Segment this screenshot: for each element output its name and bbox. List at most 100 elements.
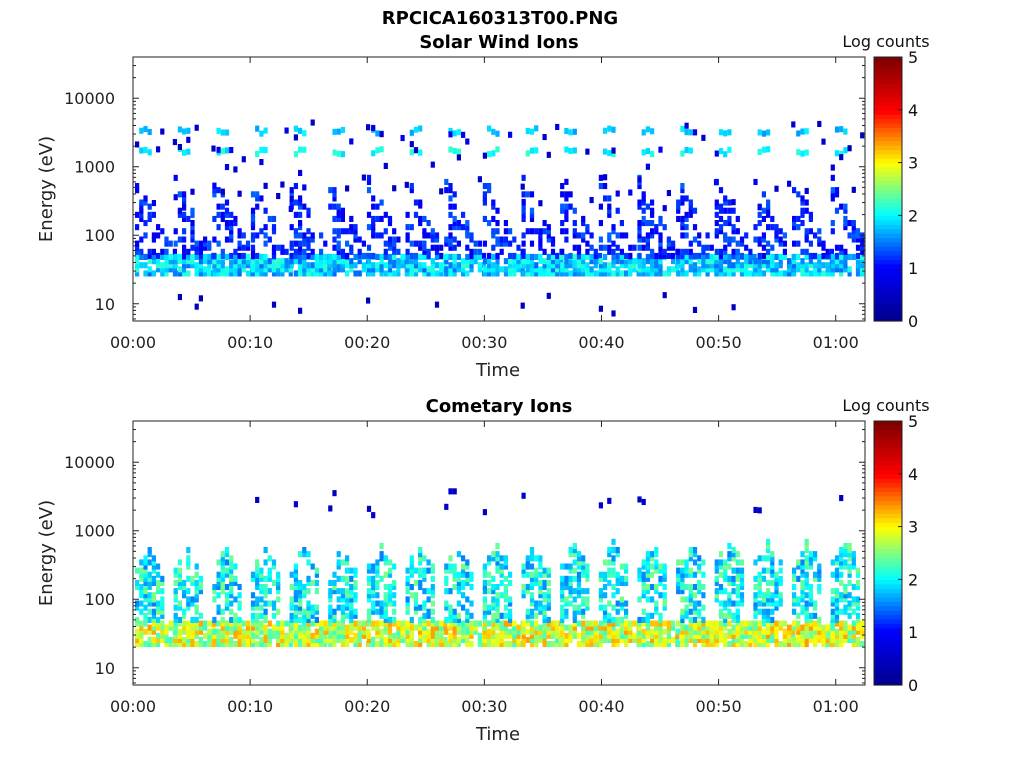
heatmap-cell — [409, 636, 414, 643]
heatmap-cell — [194, 608, 199, 615]
heatmap-cell — [229, 579, 234, 586]
heatmap-cell — [529, 547, 535, 554]
heatmap-cell — [263, 547, 268, 554]
heatmap-cell — [607, 632, 612, 639]
heatmap-cell — [250, 620, 256, 627]
heatmap-cell — [550, 628, 556, 635]
colorbar-step — [874, 149, 902, 155]
heatmap-cell — [387, 215, 393, 222]
heatmap-cell — [855, 596, 861, 603]
heatmap-cell — [302, 236, 307, 243]
heatmap-cell — [371, 270, 376, 277]
heatmap-cell — [306, 588, 311, 595]
heatmap-cell — [727, 262, 732, 269]
heatmap-cell — [843, 547, 848, 554]
heatmap-cell — [817, 567, 822, 574]
heatmap-cell — [245, 244, 251, 251]
heatmap-cell — [735, 551, 740, 558]
heatmap-cell — [624, 567, 629, 574]
heatmap-cell — [757, 211, 762, 218]
heatmap-cell — [800, 636, 805, 643]
heatmap-cell — [847, 555, 852, 562]
heatmap-cell — [766, 608, 771, 615]
heatmap-cell — [245, 636, 251, 643]
heatmap-cell — [349, 620, 354, 627]
heatmap-cell — [676, 641, 681, 648]
heatmap-cell — [650, 584, 655, 591]
heatmap-cell — [503, 620, 508, 627]
colorbar-step — [874, 451, 902, 457]
heatmap-cell — [177, 294, 182, 301]
heatmap-cell — [482, 191, 487, 198]
heatmap-cell — [413, 252, 419, 259]
heatmap-cell — [834, 604, 840, 611]
heatmap-cell — [718, 620, 724, 627]
heatmap-cell — [387, 624, 393, 631]
heatmap-cell — [224, 547, 230, 554]
heatmap-cell — [220, 266, 225, 273]
heatmap-cell — [250, 258, 256, 265]
heatmap-cell — [465, 616, 470, 623]
heatmap-cell — [727, 641, 732, 648]
heatmap-cell — [666, 252, 671, 259]
heatmap-cell — [817, 253, 822, 260]
heatmap-cell — [271, 632, 277, 639]
heatmap-cell — [748, 258, 753, 265]
heatmap-cell — [723, 620, 728, 627]
heatmap-cell — [688, 203, 693, 210]
heatmap-cell — [753, 575, 758, 582]
heatmap-cell — [650, 207, 655, 214]
heatmap-cell — [529, 592, 535, 599]
heatmap-cell — [603, 575, 608, 582]
heatmap-cell — [409, 567, 414, 574]
heatmap-cell — [778, 240, 783, 247]
heatmap-cell — [396, 632, 401, 639]
panel-title: Cometary Ions — [426, 396, 573, 417]
colorbar-step — [874, 434, 902, 440]
heatmap-cell — [229, 555, 234, 562]
heatmap-cell — [357, 248, 362, 255]
heatmap-cell — [224, 236, 230, 243]
heatmap-cell — [598, 270, 603, 277]
heatmap-cell — [680, 575, 685, 582]
heatmap-cell — [654, 266, 659, 273]
heatmap-cell — [345, 592, 350, 599]
heatmap-cell — [426, 220, 431, 227]
heatmap-cell — [418, 555, 423, 562]
heatmap-cell — [718, 624, 724, 631]
heatmap-cell — [735, 240, 740, 247]
heatmap-cell — [701, 584, 706, 591]
heatmap-cell — [151, 592, 156, 599]
heatmap-cell — [400, 135, 405, 142]
heatmap-cell — [628, 266, 633, 273]
colorbar-step — [874, 83, 902, 89]
heatmap-cell — [603, 195, 608, 202]
heatmap-cell — [847, 604, 852, 611]
heatmap-cell — [250, 191, 256, 198]
heatmap-cell — [212, 616, 217, 623]
heatmap-cell — [190, 258, 195, 265]
heatmap-cell — [847, 612, 852, 619]
heatmap-cell — [611, 584, 616, 591]
heatmap-cell — [851, 232, 856, 239]
heatmap-cell — [207, 240, 212, 247]
heatmap-cell — [405, 632, 410, 639]
heatmap-cell — [147, 628, 152, 635]
heatmap-cell — [576, 592, 582, 599]
heatmap-cell — [804, 270, 809, 277]
heatmap-cell — [753, 262, 758, 269]
heatmap-cell — [220, 584, 225, 591]
heatmap-cell — [761, 555, 766, 562]
heatmap-cell — [135, 258, 140, 265]
heatmap-cell — [314, 262, 319, 269]
heatmap-cell — [735, 628, 740, 635]
heatmap-cell — [203, 240, 208, 247]
heatmap-cell — [469, 624, 474, 631]
heatmap-cell — [255, 258, 260, 265]
heatmap-cell — [319, 266, 324, 273]
heatmap-cell — [349, 636, 354, 643]
heatmap-cell — [611, 559, 616, 566]
heatmap-cell — [298, 584, 303, 591]
heatmap-cell — [241, 156, 246, 163]
heatmap-cell — [224, 270, 230, 277]
